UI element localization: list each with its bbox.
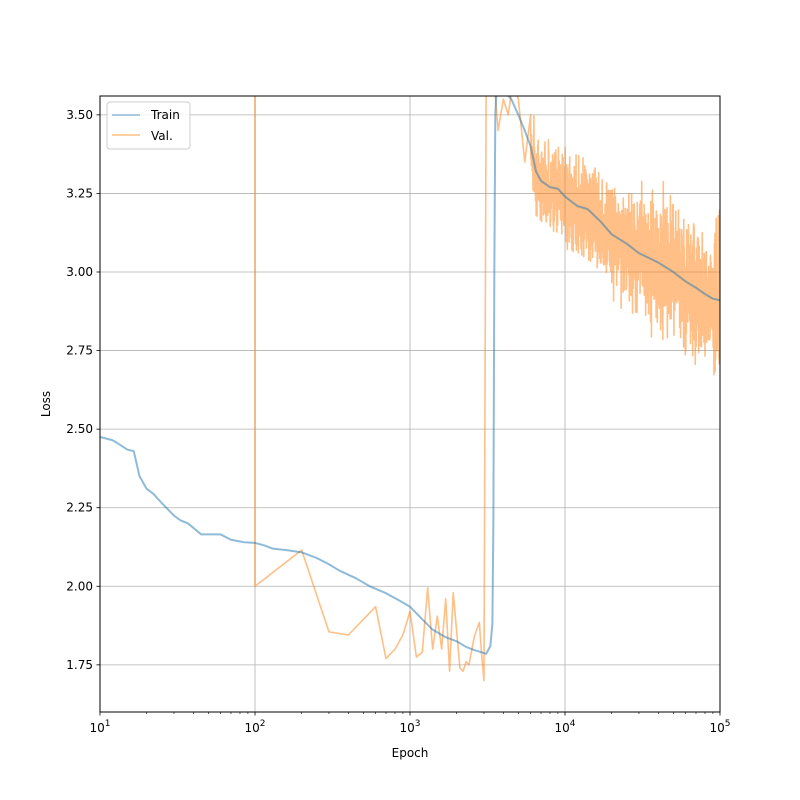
legend-label-train: Train [150, 108, 180, 122]
x-tick-exponent: 2 [260, 719, 266, 729]
y-tick-label: 1.75 [66, 658, 93, 672]
y-tick-label: 2.75 [66, 344, 93, 358]
y-tick-label: 2.00 [66, 579, 93, 593]
y-tick-label: 2.25 [66, 501, 93, 515]
y-tick-label: 3.50 [66, 108, 93, 122]
train-series-line [100, 96, 720, 655]
val-series-line [254, 96, 720, 682]
x-tick-exponent: 3 [415, 719, 421, 729]
y-tick-label: 3.25 [66, 186, 93, 200]
legend-box [106, 101, 191, 150]
x-axis-ticks: 101 102 103 104 105 [89, 712, 731, 735]
x-tick-exponent: 1 [105, 719, 111, 729]
x-tick-base: 10 [709, 721, 724, 735]
x-tick-exponent: 4 [570, 719, 576, 729]
x-tick-exponent: 5 [725, 719, 731, 729]
x-tick-base: 10 [89, 721, 104, 735]
legend: Train Val. [106, 101, 191, 150]
y-tick-label: 3.00 [66, 265, 93, 279]
legend-label-val: Val. [151, 129, 173, 143]
y-tick-label: 2.50 [66, 422, 93, 436]
x-tick-label: 102 [244, 719, 265, 735]
x-tick-label: 104 [554, 719, 575, 735]
x-axis-label: Epoch [392, 746, 429, 760]
x-tick-label: 101 [89, 719, 110, 735]
x-tick-base: 10 [399, 721, 414, 735]
series-layer [100, 96, 720, 682]
y-axis-ticks: 1.75 2.00 2.25 2.50 2.75 3.00 3.25 3.50 [66, 108, 100, 672]
x-tick-base: 10 [554, 721, 569, 735]
x-tick-base: 10 [244, 721, 259, 735]
x-tick-label: 105 [709, 719, 730, 735]
y-axis-label: Loss [39, 391, 53, 417]
x-tick-label: 103 [399, 719, 420, 735]
